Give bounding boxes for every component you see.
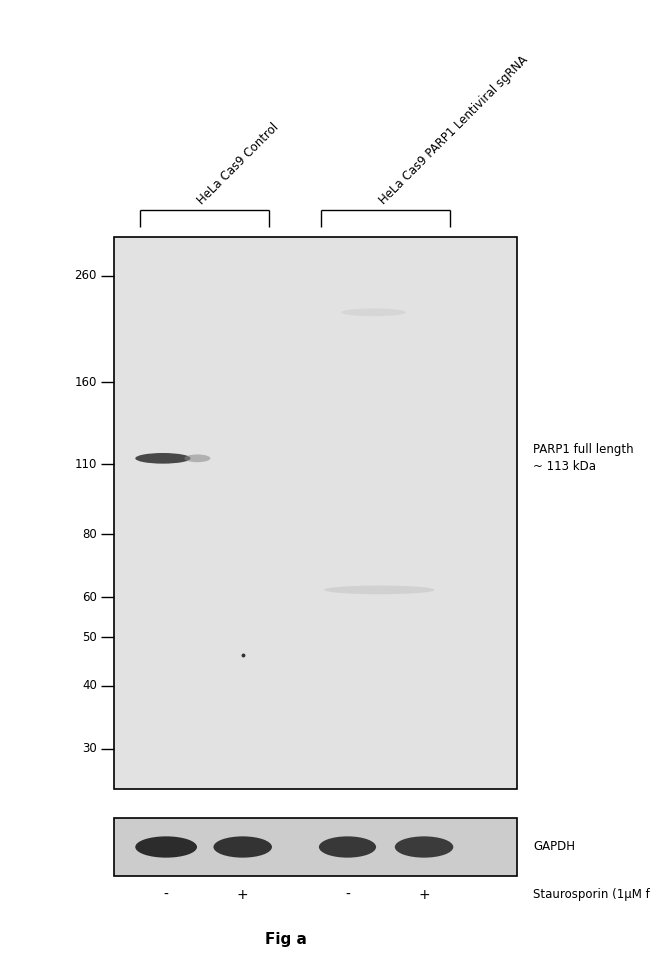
Bar [114,237,517,789]
Text: -: - [345,888,350,901]
Ellipse shape [213,836,272,858]
Text: 260: 260 [75,269,97,283]
Ellipse shape [324,586,435,594]
Text: -: - [164,888,168,901]
Text: 60: 60 [82,590,97,604]
Text: GAPDH: GAPDH [533,840,575,854]
Text: 160: 160 [75,376,97,388]
Text: 40: 40 [82,680,97,692]
Text: Fig a: Fig a [265,932,307,947]
Text: 110: 110 [75,458,97,470]
Ellipse shape [319,836,376,858]
Ellipse shape [135,453,190,464]
Ellipse shape [135,836,197,858]
Text: 30: 30 [82,742,97,755]
Text: 50: 50 [82,630,97,644]
Ellipse shape [185,454,211,462]
Bar [114,818,517,876]
Text: PARP1 full length
~ 113 kDa: PARP1 full length ~ 113 kDa [533,443,634,473]
Text: HeLa Cas9 Control: HeLa Cas9 Control [195,121,281,207]
Text: +: + [237,888,248,901]
Text: +: + [418,888,430,901]
Ellipse shape [395,836,453,858]
Text: 80: 80 [82,528,97,540]
Text: HeLa Cas9 PARP1 Lentiviral sgRNA: HeLa Cas9 PARP1 Lentiviral sgRNA [376,53,530,207]
Ellipse shape [341,309,406,317]
Text: Staurosporin (1μM for 16 hrs): Staurosporin (1μM for 16 hrs) [533,888,650,900]
